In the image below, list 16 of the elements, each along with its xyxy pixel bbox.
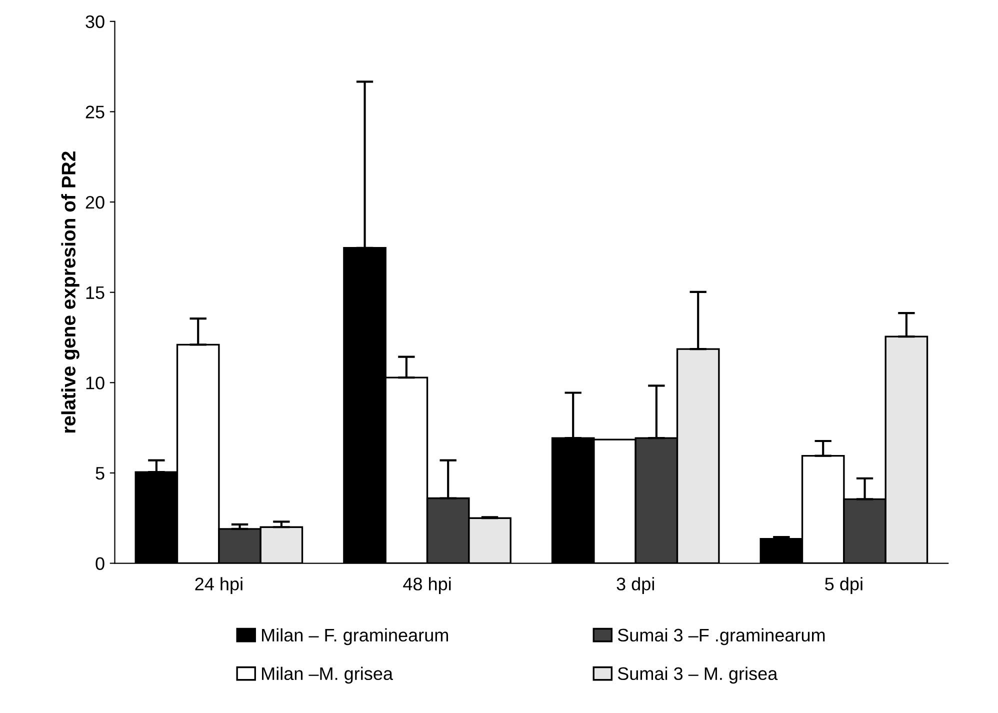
y-axis-title: relative gene expresion of PR2: [61, 152, 80, 433]
y-tick-label: 0: [96, 557, 104, 570]
y-tick-label: 5: [96, 467, 104, 480]
y-tick-label: 30: [86, 15, 104, 28]
legend-label: Milan –M. grisea: [262, 666, 393, 684]
legend-label: Sumai 3 –F .graminearum: [618, 628, 825, 646]
y-tick-label: 10: [86, 376, 104, 390]
y-tick-label: 25: [86, 106, 104, 118]
legend-label: Milan – F. graminearum: [262, 628, 448, 646]
legend-label: Sumai 3 – M. grisea: [618, 666, 778, 684]
x-tick-label: 24 hpi: [195, 577, 242, 594]
y-tick-label: 20: [86, 196, 104, 209]
x-tick-label: 5 dpi: [825, 577, 862, 594]
x-tick-label: 48 hpi: [403, 577, 451, 594]
x-tick-label: 3 dpi: [616, 577, 654, 594]
y-tick-label: 15: [86, 286, 104, 300]
